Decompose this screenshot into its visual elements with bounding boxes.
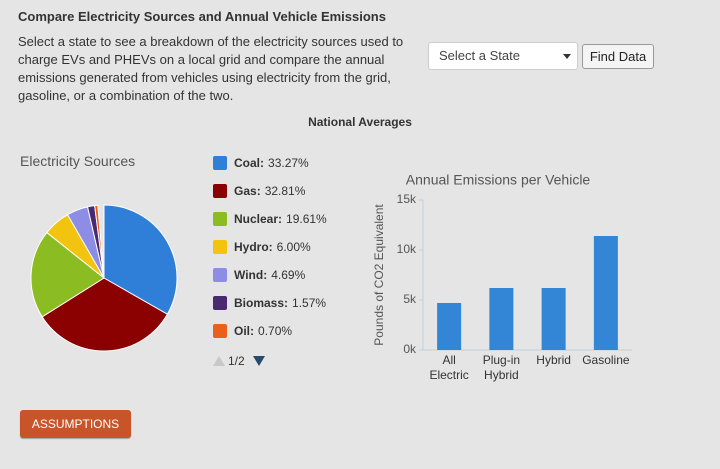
legend-label: Wind	[234, 268, 267, 282]
x-tick-label: Gasoline	[582, 353, 630, 367]
legend-item: Biomass 1.57%	[213, 295, 326, 311]
legend-item: Coal 33.27%	[213, 155, 309, 171]
legend-swatch	[213, 296, 227, 310]
state-select[interactable]: Select a State	[428, 42, 578, 70]
legend-swatch	[213, 324, 227, 338]
bar	[489, 288, 514, 350]
pager-up[interactable]	[213, 356, 225, 366]
x-tick-label: Plug-in Hybrid	[482, 353, 521, 382]
pie-slice	[94, 204, 105, 279]
legend-value: 32.81%	[264, 184, 306, 198]
legend-value: 0.70%	[258, 324, 293, 338]
legend-value: 19.61%	[286, 212, 327, 226]
legend-item: Nuclear 19.61%	[213, 211, 327, 227]
legend-swatch	[213, 268, 227, 282]
select-arrow	[563, 54, 571, 59]
legend-value: 6.00%	[276, 240, 311, 254]
legend-label: Biomass	[234, 296, 288, 310]
legend-swatch	[213, 156, 227, 170]
legend-item: Oil 0.70%	[213, 323, 292, 339]
pager-down[interactable]	[253, 356, 265, 366]
find-data-button[interactable]: Find Data	[582, 44, 654, 69]
y-tick-label: 10k	[397, 242, 417, 256]
bar-title: Annual Emissions per Vehicle	[406, 172, 591, 188]
x-tick-label: All Electric	[429, 353, 469, 382]
legend-item: Wind 4.69%	[213, 267, 305, 283]
pie-chart	[30, 204, 178, 352]
select-text: Select a State	[439, 48, 520, 63]
description: Select a state to see a breakdown of the…	[18, 34, 404, 103]
legend-value: 33.27%	[268, 156, 309, 170]
legend-label: Coal	[234, 156, 264, 170]
y-tick-label: 15k	[397, 192, 417, 206]
legend-label: Nuclear	[234, 212, 282, 226]
legend-label: Gas	[234, 184, 261, 198]
pie-slice	[41, 277, 169, 352]
legend-item: Hydro6.00%	[213, 239, 311, 255]
pager-text: 1/2	[228, 354, 245, 368]
bar	[437, 303, 462, 350]
assumptions-button[interactable]: ASSUMPTIONS	[20, 410, 131, 438]
y-tick-label: 5k	[403, 292, 417, 306]
pie-slice	[30, 231, 105, 318]
y-axis-label: Pounds of CO2 Equivalent	[372, 204, 386, 346]
legend-swatch	[213, 184, 227, 198]
legend-label: Hydro	[234, 240, 273, 254]
bar	[541, 288, 566, 350]
y-tick-label: 0k	[403, 342, 417, 356]
x-tick-label: Hybrid	[536, 353, 571, 367]
legend-item: Gas32.81%	[213, 183, 305, 199]
legend-label: Oil	[234, 324, 254, 338]
bar	[593, 236, 618, 350]
bar-chart: Annual Emissions per Vehicle Pounds of CO…	[372, 172, 632, 356]
legend-swatch	[213, 212, 227, 226]
header-title: Compare Electricity Sources and Annual V…	[18, 9, 386, 24]
legend-swatch	[213, 240, 227, 254]
pie-slice	[103, 204, 178, 315]
legend-value: 4.69%	[271, 268, 306, 282]
legend-value: 1.57%	[292, 296, 327, 310]
pie-title: Electricity Sources	[20, 153, 136, 169]
section-title: National Averages	[308, 115, 412, 129]
